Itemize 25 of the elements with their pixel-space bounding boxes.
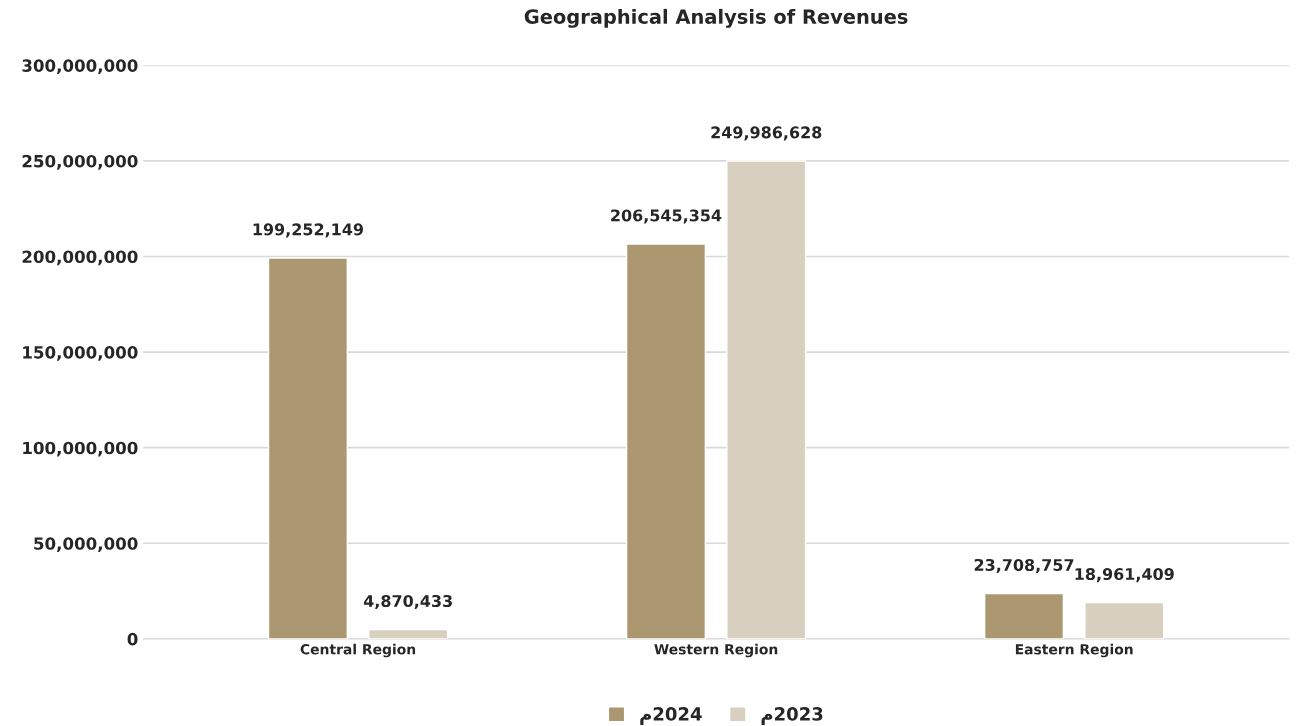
data-label: 199,252,149 — [253, 223, 363, 238]
x-tick-label: Western Region — [654, 643, 778, 658]
legend-label: م2024 — [640, 707, 702, 725]
data-label: 23,708,757 — [974, 558, 1074, 574]
bar — [726, 160, 807, 639]
bar — [368, 628, 449, 639]
data-label: 4,870,433 — [363, 594, 452, 610]
y-tick-label: 100,000,000 — [23, 441, 138, 457]
bar — [983, 592, 1065, 639]
y-tick-label: 300,000,000 — [22, 59, 138, 75]
x-tick-label: Eastern Region — [1015, 643, 1133, 658]
y-tick-label: 250,000,000 — [22, 154, 138, 170]
y-tick-label: 50,000,000 — [34, 537, 138, 552]
data-label: 18,961,409 — [1075, 568, 1174, 583]
bar — [1084, 601, 1165, 639]
y-tick-label: 150,000,000 — [23, 346, 138, 361]
data-label: 249,986,628 — [711, 126, 822, 141]
chart-title: Geographical Analysis of Revenues — [524, 8, 908, 28]
x-tick-label: Central Region — [300, 643, 416, 658]
bar — [267, 257, 349, 639]
legend-label: م2023 — [761, 707, 823, 725]
bar — [625, 243, 707, 639]
y-tick-label: 0 — [127, 632, 138, 646]
y-tick-label: 200,000,000 — [22, 250, 138, 266]
data-label: 206,545,354 — [611, 209, 722, 224]
